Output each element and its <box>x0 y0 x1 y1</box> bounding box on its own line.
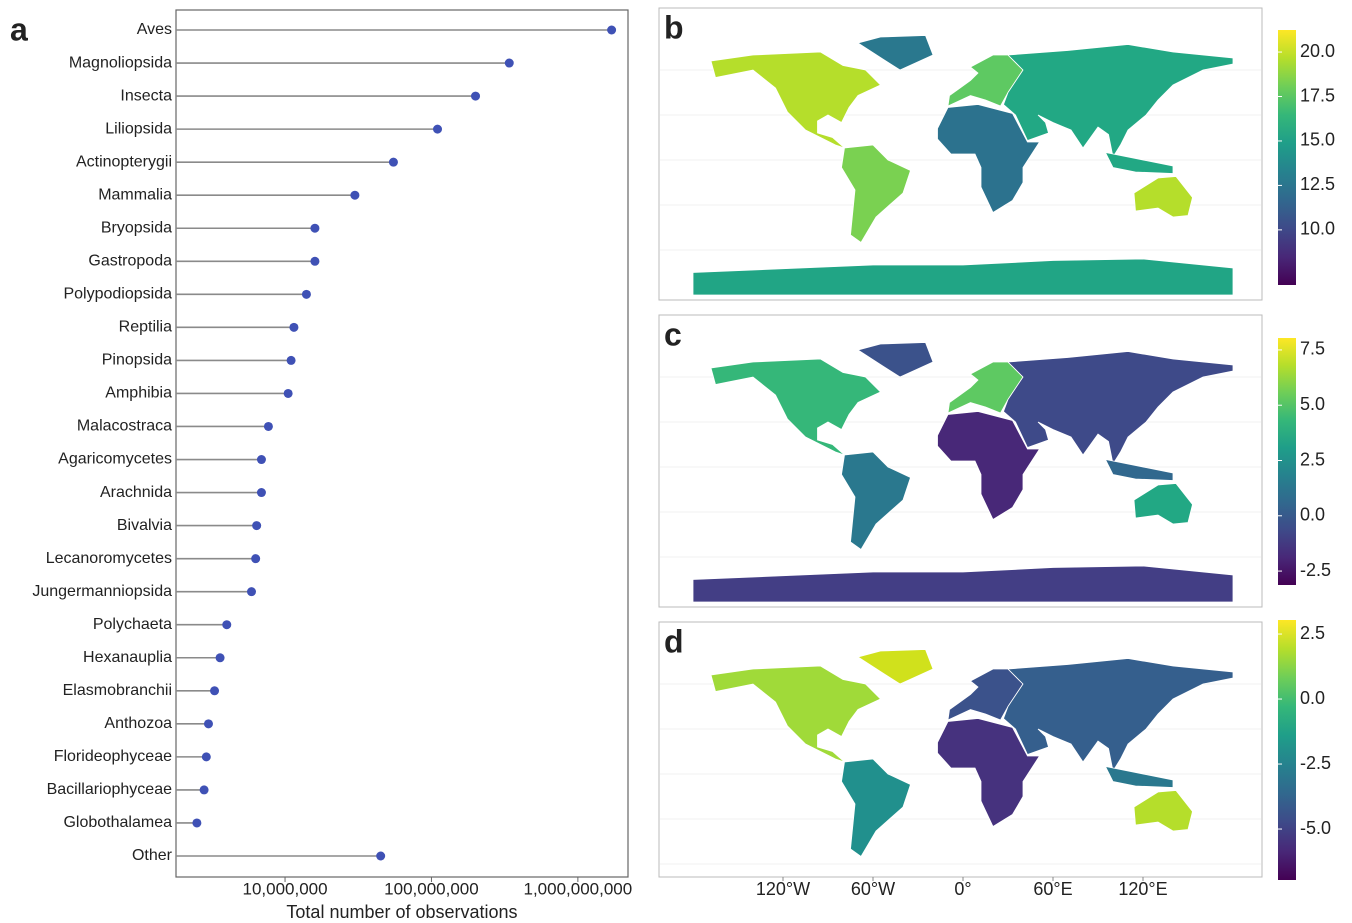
x-tick-label: 120°E <box>1118 879 1167 899</box>
panel-frame <box>176 10 628 877</box>
dot <box>389 158 398 167</box>
category-label: Bacillariophyceae <box>47 781 173 798</box>
dot <box>289 323 298 332</box>
colorbar-tick-label: 2.5 <box>1300 449 1325 469</box>
colorbar <box>1278 338 1296 585</box>
dot <box>192 818 201 827</box>
dot <box>264 422 273 431</box>
category-label: Actinopterygii <box>76 153 172 170</box>
colorbar-tick-label: 15.0 <box>1300 130 1335 150</box>
colorbar-tick-label: 7.5 <box>1300 339 1325 359</box>
category-label: Agaricomycetes <box>58 451 172 468</box>
colorbar-tick-label: -5.0 <box>1300 818 1331 838</box>
colorbar <box>1278 620 1296 880</box>
category-label: Pinopsida <box>102 352 172 369</box>
category-label: Elasmobranchii <box>63 682 172 699</box>
category-label: Globothalamea <box>63 814 172 831</box>
dot <box>607 26 616 35</box>
category-label: Amphibia <box>105 385 172 402</box>
category-label: Gastropoda <box>88 252 172 269</box>
category-label: Lecanoromycetes <box>46 550 172 567</box>
panel-label: b <box>664 9 684 45</box>
dot <box>247 587 256 596</box>
colorbar-tick-label: 10.0 <box>1300 219 1335 239</box>
colorbar-tick-label: -2.5 <box>1300 560 1331 580</box>
x-tick-label: 60°W <box>851 879 895 899</box>
colorbar-tick-label: 5.0 <box>1300 394 1325 414</box>
category-label: Liliopsida <box>105 120 172 137</box>
colorbar-tick-label: 17.5 <box>1300 85 1335 105</box>
dot <box>310 257 319 266</box>
panel-label: d <box>664 623 684 659</box>
dot <box>302 290 311 299</box>
category-label: Bryopsida <box>101 219 172 236</box>
dot <box>287 356 296 365</box>
colorbar <box>1278 30 1296 285</box>
x-axis-label: Total number of observations <box>286 902 517 922</box>
colorbar-tick-label: 0.0 <box>1300 688 1325 708</box>
dot <box>222 620 231 629</box>
x-tick-label: 1,000,000,000 <box>524 879 633 898</box>
category-label: Arachnida <box>100 484 172 501</box>
category-label: Polypodiopsida <box>63 286 172 303</box>
dot <box>210 686 219 695</box>
colorbar-tick-label: 20.0 <box>1300 41 1335 61</box>
dot <box>257 455 266 464</box>
dot <box>433 125 442 134</box>
x-tick-label: 60°E <box>1033 879 1072 899</box>
category-label: Reptilia <box>119 319 172 336</box>
category-label: Other <box>132 847 173 864</box>
category-label: Insecta <box>120 87 172 104</box>
panel-label: a <box>10 11 28 47</box>
dot <box>284 389 293 398</box>
dot <box>252 521 261 530</box>
x-tick-label: 120°W <box>756 879 810 899</box>
dot <box>350 191 359 200</box>
colorbar-tick-label: 2.5 <box>1300 623 1325 643</box>
category-label: Magnoliopsida <box>69 54 172 71</box>
category-label: Mammalia <box>98 186 172 203</box>
category-label: Polychaeta <box>93 616 172 633</box>
dot <box>257 488 266 497</box>
category-label: Aves <box>137 21 172 38</box>
category-label: Hexanauplia <box>83 649 172 666</box>
panel-label: c <box>664 316 682 352</box>
x-tick-label: 10,000,000 <box>242 879 327 898</box>
colorbar-tick-label: 12.5 <box>1300 174 1335 194</box>
dot <box>471 92 480 101</box>
dot <box>251 554 260 563</box>
dot <box>200 785 209 794</box>
x-tick-label: 0° <box>954 879 971 899</box>
dot <box>505 59 514 68</box>
category-label: Florideophyceae <box>54 748 172 765</box>
x-tick-label: 100,000,000 <box>384 879 479 898</box>
category-label: Bivalvia <box>117 517 172 534</box>
category-label: Malacostraca <box>77 418 172 435</box>
colorbar-tick-label: -2.5 <box>1300 753 1331 773</box>
dot <box>202 752 211 761</box>
dot <box>204 719 213 728</box>
dot <box>376 852 385 861</box>
colorbar-tick-label: 0.0 <box>1300 505 1325 525</box>
category-label: Anthozoa <box>104 715 172 732</box>
dot <box>310 224 319 233</box>
figure: a Total number of observations 10,000,00… <box>0 0 1352 923</box>
dot <box>216 653 225 662</box>
category-label: Jungermanniopsida <box>32 583 172 600</box>
